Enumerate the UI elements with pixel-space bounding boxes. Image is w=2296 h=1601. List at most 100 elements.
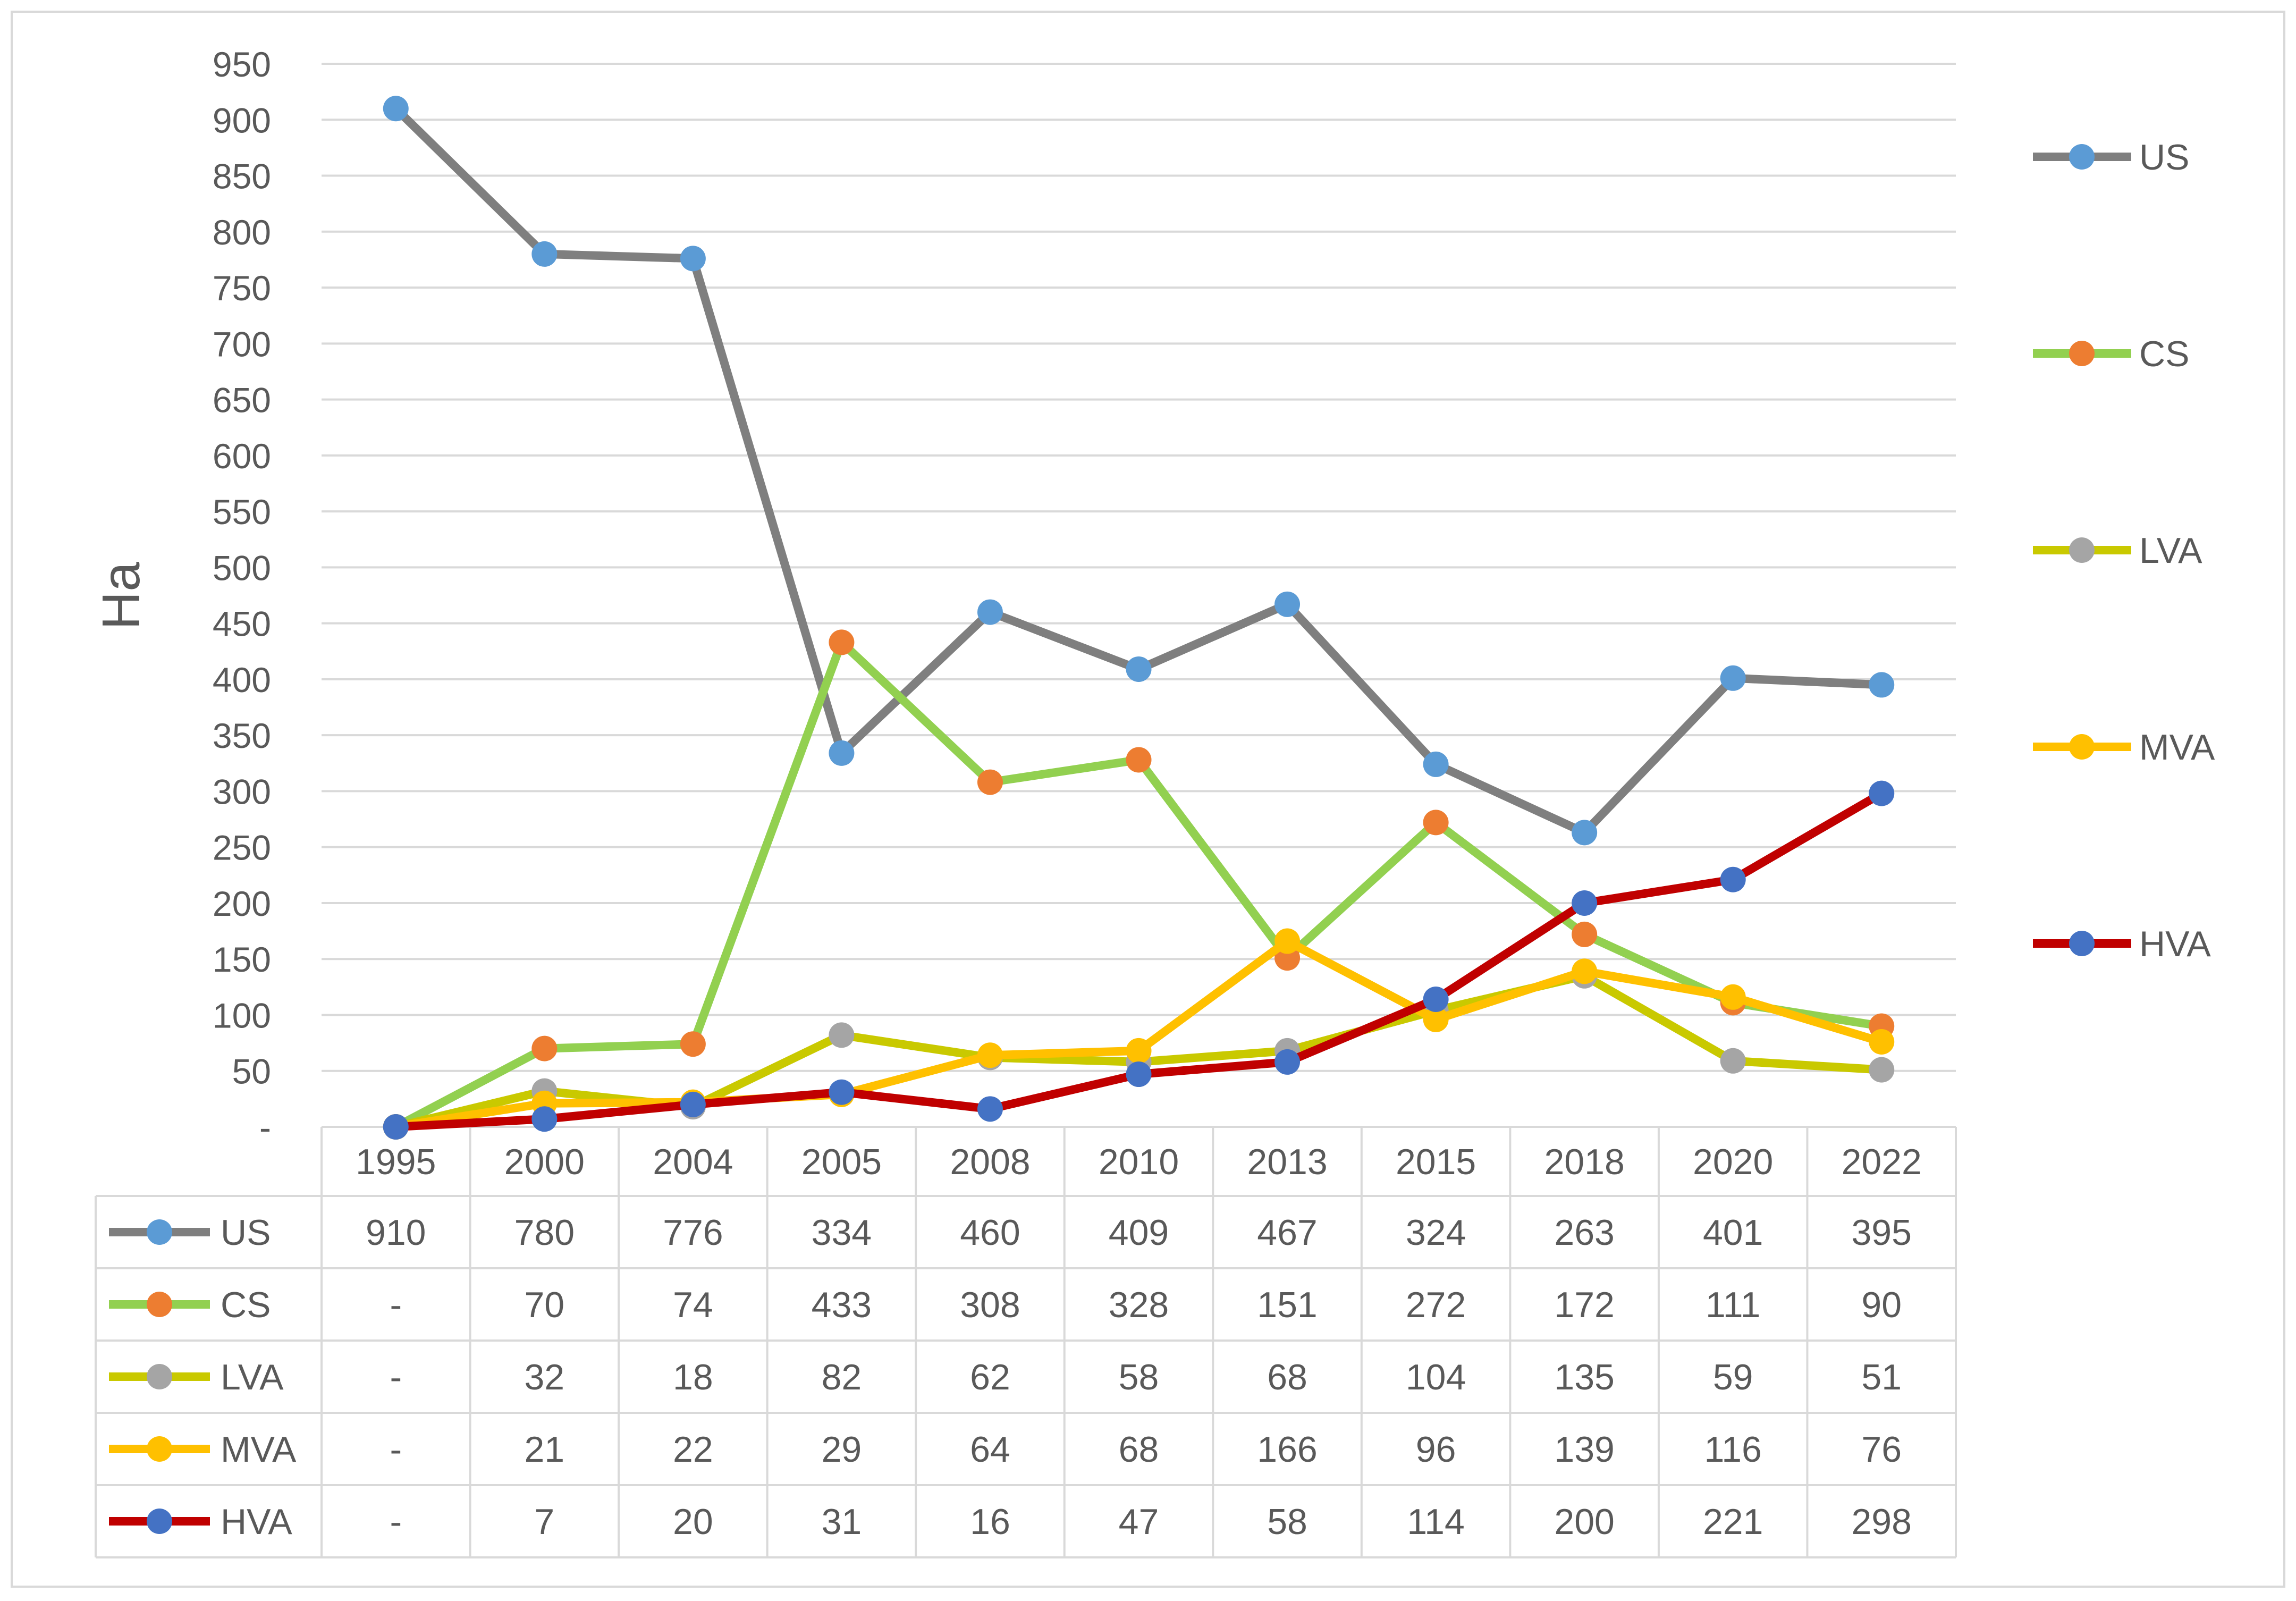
legend-key-marker [2069,734,2095,760]
y-tick-label: 600 [213,436,271,476]
x-tick-label: 2015 [1396,1142,1476,1182]
y-tick-label: 700 [213,324,271,364]
data-point [977,1042,1003,1068]
x-tick-label: 2004 [653,1142,733,1182]
legend-label: MVA [2139,727,2215,768]
y-tick-label: - [259,1108,271,1147]
table-cell: 467 [1257,1212,1317,1253]
table-cell: 62 [970,1357,1010,1397]
table-cell: 68 [1119,1429,1159,1470]
y-axis-label: Ha [91,562,151,630]
data-point [1126,747,1152,773]
data-point [1126,1038,1152,1064]
y-tick-label: 200 [213,884,271,923]
table-cell: 433 [812,1285,872,1325]
data-point [1869,780,1895,806]
table-series-label: MVA [221,1429,297,1470]
table-cell: 114 [1407,1502,1464,1542]
legend-key-marker [2069,931,2095,956]
y-tick-label: 900 [213,100,271,140]
table-cell: 29 [822,1429,862,1470]
data-point [1423,751,1449,777]
data-point [1274,1049,1301,1075]
x-tick-label: 2008 [950,1142,1030,1182]
table-series-label: US [221,1212,271,1253]
table-cell: 221 [1703,1502,1763,1542]
table-legend-key-marker [147,1436,172,1462]
table-cell: - [390,1429,402,1470]
table-cell: 172 [1554,1285,1614,1325]
data-point [531,1106,558,1132]
table-series-label: HVA [221,1502,292,1542]
x-tick-label: 2022 [1842,1142,1922,1182]
table-cell: 20 [673,1502,713,1542]
table-cell: 135 [1554,1357,1614,1397]
x-tick-label: 2005 [801,1142,882,1182]
table-cell: 22 [673,1429,713,1470]
series-cs [383,629,1895,1140]
y-tick-label: 750 [213,268,271,308]
table-legend-key-marker [147,1364,172,1389]
x-tick-label: 2000 [504,1142,585,1182]
table-legend-key-marker [147,1292,172,1317]
x-tick-label: 2018 [1544,1142,1624,1182]
data-point [977,599,1003,625]
table-cell: 51 [1861,1357,1902,1397]
table-cell: 263 [1554,1212,1614,1253]
legend-key-marker [2069,537,2095,563]
legend-label: LVA [2139,530,2202,571]
table-cell: - [390,1502,402,1542]
data-point [1274,591,1301,617]
data-point [829,1022,855,1048]
table-cell: 334 [812,1212,872,1253]
table-cell: 32 [524,1357,564,1397]
y-tick-label: 150 [213,940,271,979]
table-cell: 308 [960,1285,1020,1325]
legend-label: US [2139,137,2189,178]
data-point [1869,672,1895,698]
table-cell: 776 [663,1212,723,1253]
data-point [1720,866,1746,892]
data-point [531,241,558,267]
table-cell: - [390,1285,402,1325]
x-tick-label: 1995 [356,1142,436,1182]
data-point [383,96,409,122]
y-tick-label: 650 [213,381,271,420]
table-cell: 328 [1109,1285,1169,1325]
data-point [1720,1048,1746,1074]
table-cell: 47 [1119,1502,1159,1542]
table-cell: 64 [970,1429,1010,1470]
table-series-label: LVA [221,1357,284,1397]
series-hva [383,780,1895,1140]
data-point [1126,656,1152,682]
data-point [977,769,1003,795]
legend-label: CS [2139,334,2189,374]
y-tick-label: 50 [232,1052,271,1091]
data-point [977,1096,1003,1122]
data-point [829,1079,855,1105]
data-point [1423,810,1449,836]
series-lines [383,96,1895,1140]
y-tick-label: 400 [213,660,271,700]
table-cell: 401 [1703,1212,1763,1253]
grid-lines [322,63,1956,1128]
legend-label: HVA [2139,924,2211,964]
table-cell: 58 [1119,1357,1159,1397]
table-cell: 70 [524,1285,564,1325]
table-cell: 96 [1416,1429,1456,1470]
x-tick-label: 2010 [1099,1142,1179,1182]
data-point [531,1035,558,1061]
y-tick-label: 300 [213,772,271,811]
y-tick-label: 250 [213,828,271,867]
table-cell: 298 [1851,1502,1911,1542]
table-cell: 395 [1851,1212,1911,1253]
y-tick-label: 950 [213,45,271,84]
legend-key-marker [2069,144,2095,170]
table-cell: 18 [673,1357,713,1397]
table-cell: 58 [1267,1502,1307,1542]
table-cell: 82 [822,1357,862,1397]
data-point [1572,921,1598,947]
data-table: 1995 2000 2004 2005 2008 2010 2013 2015 2018 2020… [95,1126,1957,1558]
